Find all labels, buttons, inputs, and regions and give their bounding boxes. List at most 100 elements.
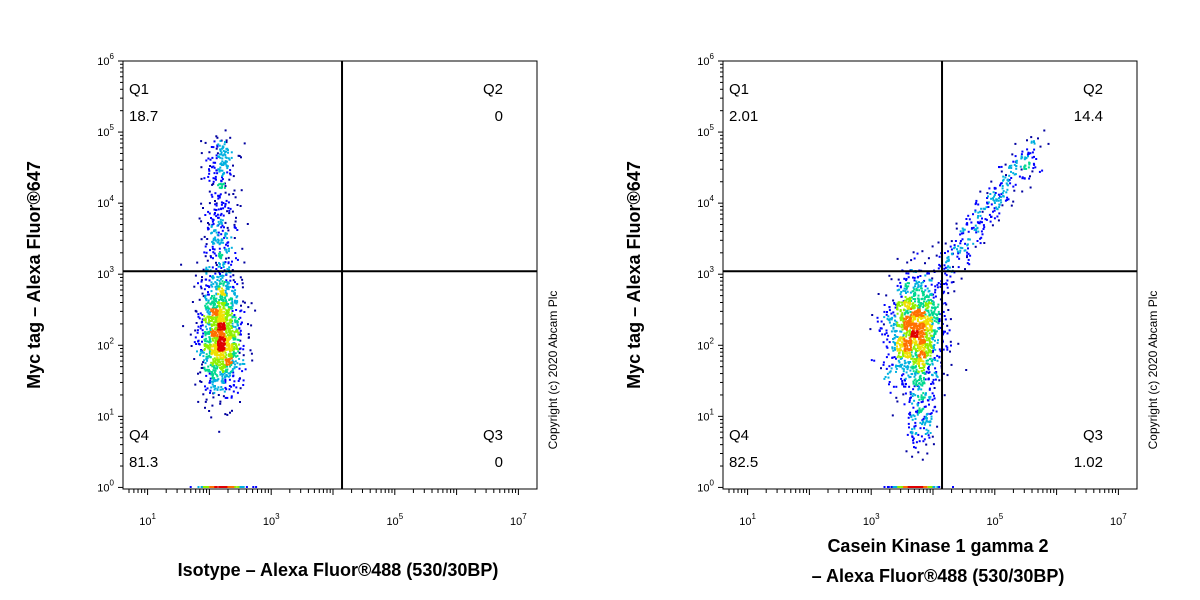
event-dot (199, 380, 202, 383)
event-dot (949, 350, 951, 353)
y-tick-base: 10 (697, 411, 709, 423)
baseline-dot (930, 486, 933, 488)
event-dot (208, 320, 211, 323)
event-dot (975, 201, 978, 204)
event-dot (234, 281, 236, 284)
event-dot (903, 351, 906, 353)
event-dot (906, 331, 908, 334)
event-dot (905, 333, 908, 336)
y-tick-label: 102 (97, 336, 114, 352)
event-dot (199, 352, 202, 355)
event-dot (909, 354, 912, 357)
event-dot (216, 347, 218, 350)
event-dot (899, 285, 902, 288)
event-dot (221, 253, 224, 256)
event-dot (896, 306, 899, 309)
event-dot (189, 333, 192, 336)
event-dot (227, 149, 229, 152)
event-dot (219, 322, 222, 325)
event-dot (215, 328, 218, 331)
event-dot (219, 344, 222, 346)
event-dot (216, 333, 219, 336)
event-dot (250, 302, 253, 305)
event-dot (1008, 174, 1011, 177)
baseline-dot (894, 486, 896, 488)
event-dot (916, 324, 919, 327)
event-dot (216, 388, 219, 391)
event-dot (209, 327, 212, 330)
event-dot (916, 349, 919, 352)
event-dot (922, 332, 925, 335)
event-dot (208, 350, 211, 353)
event-dot (203, 359, 206, 362)
event-dot (215, 215, 218, 218)
event-dot (903, 301, 906, 303)
event-dot (204, 325, 207, 328)
x-tick-base: 10 (139, 516, 151, 528)
event-dot (199, 354, 201, 357)
y-axis-title: Myc tag – Alexa Fluor®647 (24, 161, 44, 389)
event-dot (1007, 198, 1010, 201)
event-dot (210, 330, 212, 333)
event-dot (932, 293, 935, 296)
event-dot (928, 396, 931, 399)
event-dot (931, 392, 934, 395)
event-dot (205, 298, 208, 301)
event-dot (1029, 175, 1031, 178)
event-dot (205, 328, 208, 331)
event-dot (1008, 166, 1011, 168)
baseline-dot (897, 486, 900, 488)
event-dot (923, 339, 926, 342)
event-dot (987, 195, 989, 198)
baseline-dot (222, 486, 225, 488)
event-dot (920, 388, 923, 391)
event-dot (901, 383, 904, 386)
event-dot (190, 345, 193, 347)
event-dot (932, 350, 934, 352)
copyright-notice: Copyright (c) 2020 Abcam Plc (1146, 291, 1160, 450)
baseline-dot (228, 486, 231, 488)
event-dot (222, 362, 225, 365)
event-dot (207, 227, 210, 230)
event-dot (221, 295, 223, 297)
event-dot (206, 238, 209, 240)
event-dot (961, 247, 964, 250)
y-tick-label: 100 (97, 478, 114, 494)
event-dot (223, 310, 226, 313)
event-dot (209, 379, 212, 382)
event-dot (960, 232, 963, 235)
event-dot (213, 323, 216, 326)
event-dot (214, 367, 217, 370)
event-dot (916, 343, 919, 346)
event-dot (199, 327, 202, 330)
event-dot (921, 423, 923, 426)
event-dot (234, 252, 237, 254)
event-dot (212, 362, 214, 365)
event-dot (930, 383, 933, 385)
event-dot (208, 168, 210, 171)
event-dot (207, 222, 209, 224)
event-dot (977, 230, 980, 233)
event-dot (223, 340, 226, 343)
event-dot (888, 309, 891, 312)
event-dot (218, 339, 221, 342)
event-dot (222, 339, 225, 342)
event-dot (923, 423, 926, 426)
event-dot (225, 248, 228, 251)
event-dot (1029, 186, 1032, 189)
event-dot (918, 398, 921, 401)
event-dot (918, 440, 921, 443)
event-dot (214, 161, 217, 164)
event-dot (915, 287, 918, 290)
event-dot (922, 366, 924, 369)
event-dot (1020, 153, 1023, 156)
event-dot (920, 377, 922, 380)
event-dot (223, 246, 226, 249)
event-dot (884, 376, 887, 378)
event-dot (911, 435, 914, 438)
event-dot (233, 189, 236, 192)
event-dot (906, 353, 909, 356)
event-dot (230, 306, 233, 308)
event-dot (1035, 158, 1038, 160)
x-tick-label: 107 (1110, 512, 1127, 528)
